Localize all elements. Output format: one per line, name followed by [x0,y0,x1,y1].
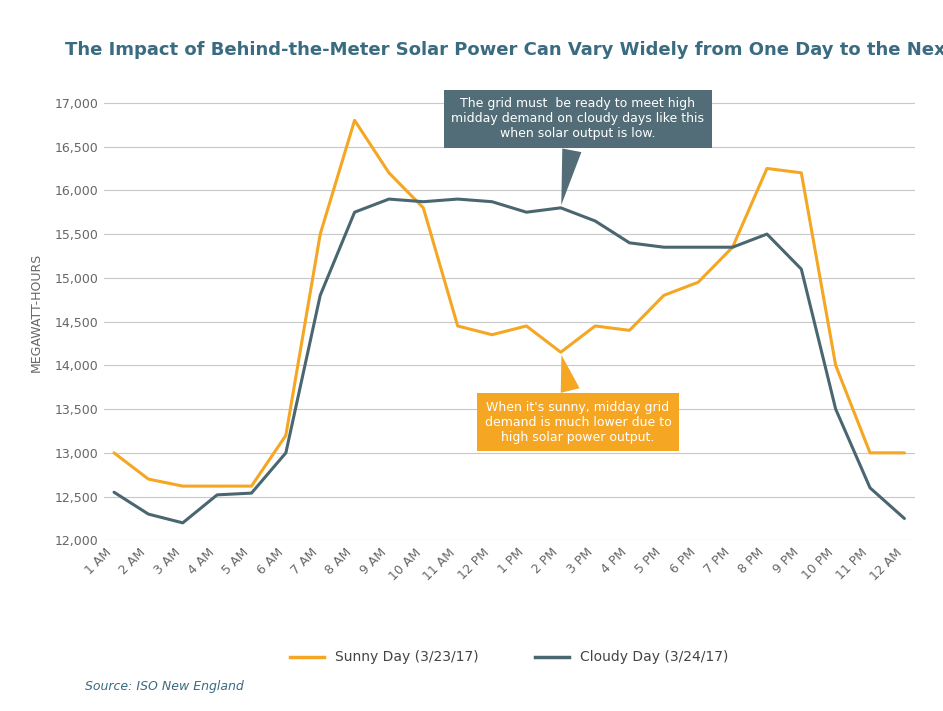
Y-axis label: MEGAWATT-HOURS: MEGAWATT-HOURS [30,253,43,373]
Text: The grid must  be ready to meet high
midday demand on cloudy days like this
when: The grid must be ready to meet high midd… [452,97,704,205]
Text: Source: ISO New England: Source: ISO New England [85,680,243,693]
Legend: Sunny Day (3/23/17), Cloudy Day (3/24/17): Sunny Day (3/23/17), Cloudy Day (3/24/17… [284,645,735,670]
Text: When it's sunny, midday grid
demand is much lower due to
high solar power output: When it's sunny, midday grid demand is m… [485,355,671,444]
Title: The Impact of Behind-the-Meter Solar Power Can Vary Widely from One Day to the N: The Impact of Behind-the-Meter Solar Pow… [64,41,943,59]
